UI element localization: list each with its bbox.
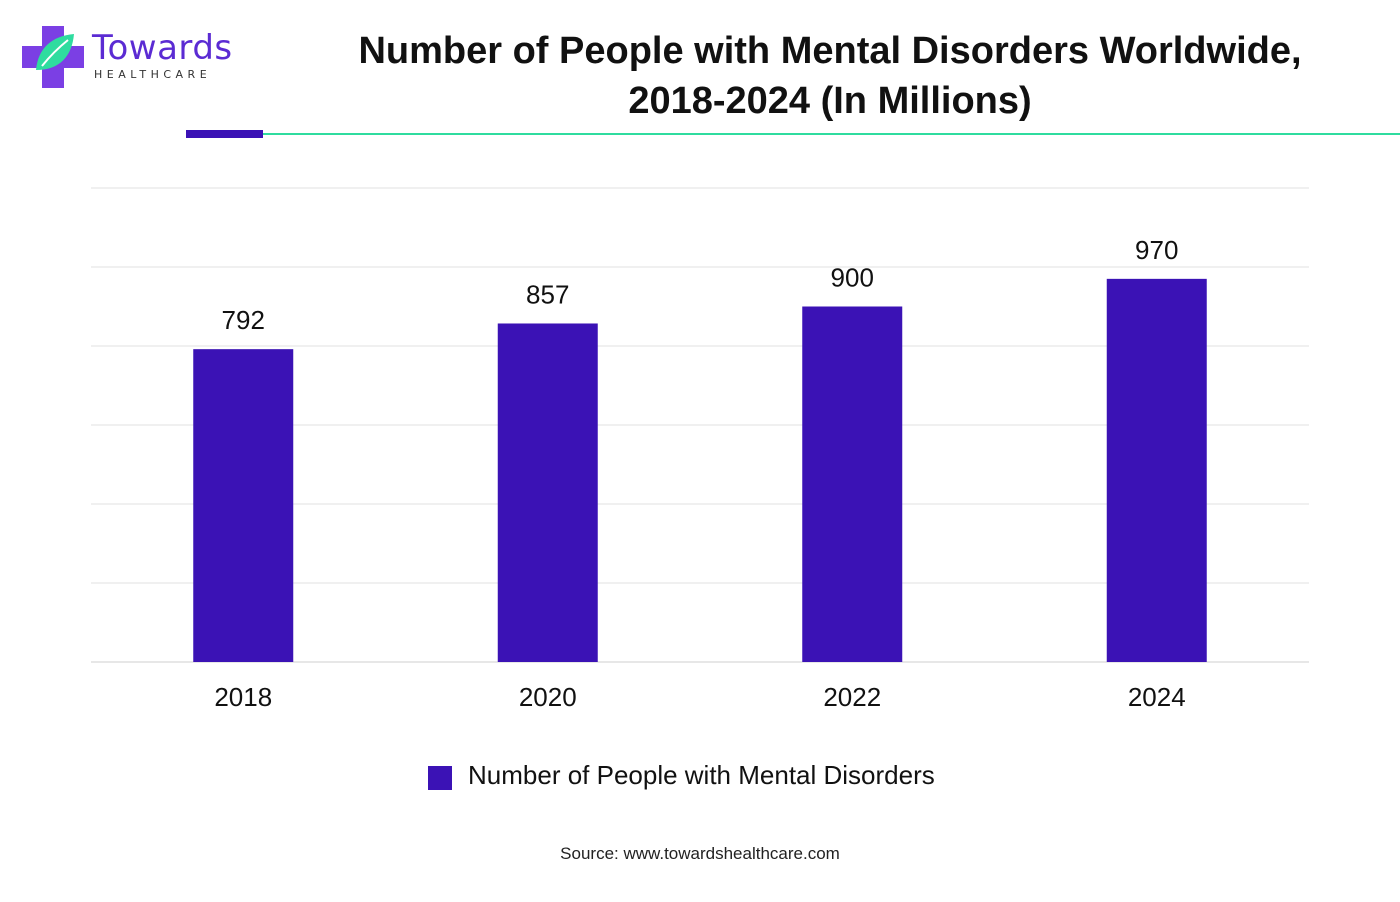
bar (802, 306, 903, 662)
x-tick-label: 2020 (519, 682, 577, 712)
bar-chart: 792 2018 857 2020 900 2022 970 2024 (91, 187, 1309, 712)
brand-name: Towards (92, 28, 233, 68)
brand-tagline: HEALTHCARE (94, 68, 212, 81)
brand-logo: Towards HEALTHCARE (22, 26, 242, 88)
data-label: 857 (526, 279, 569, 309)
legend-label: Number of People with Mental Disorders (468, 760, 935, 790)
bar (193, 349, 294, 662)
title-underline-accent (186, 130, 263, 138)
data-label: 900 (831, 263, 874, 293)
bar (1106, 278, 1207, 662)
x-tick-label: 2022 (823, 682, 881, 712)
chart-title-line-2: 2018-2024 (In Millions) (628, 80, 1032, 122)
bar (497, 323, 598, 662)
data-label: 792 (222, 305, 265, 335)
data-label: 970 (1135, 235, 1178, 265)
x-tick-label: 2024 (1128, 682, 1186, 712)
source-note: Source: www.towardshealthcare.com (560, 844, 840, 863)
chart-title: Number of People with Mental Disorders W… (250, 26, 1400, 126)
legend-swatch (428, 766, 452, 790)
chart-title-line-1: Number of People with Mental Disorders W… (358, 30, 1302, 72)
medical-cross-leaf-icon (22, 26, 84, 88)
x-tick-label: 2018 (214, 682, 272, 712)
title-underline (263, 133, 1400, 135)
